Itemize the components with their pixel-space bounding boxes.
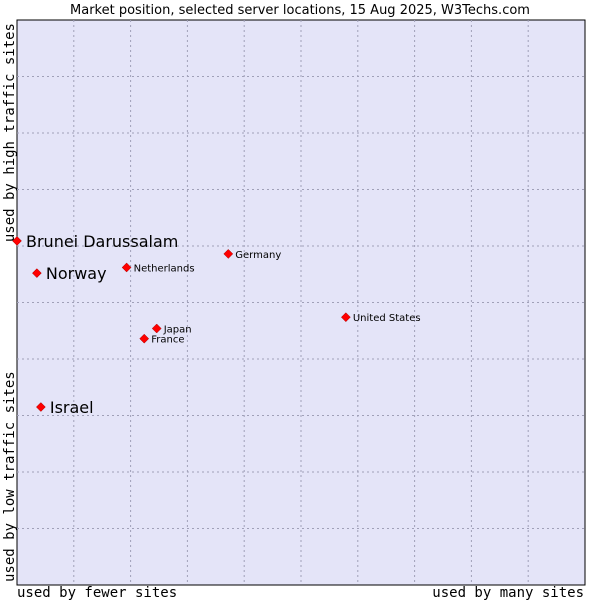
data-point: France bbox=[139, 333, 184, 346]
data-point: United States bbox=[341, 312, 421, 324]
point-marker bbox=[139, 333, 150, 344]
data-point: Japan bbox=[151, 323, 192, 335]
point-label: United States bbox=[353, 313, 421, 324]
point-marker bbox=[36, 402, 46, 412]
data-point: Germany bbox=[223, 249, 281, 261]
y-axis-label-bottom: used by low traffic sites bbox=[2, 371, 18, 582]
point-label: Norway bbox=[46, 264, 107, 283]
x-axis-label-left: used by fewer sites bbox=[17, 585, 177, 600]
data-point: Netherlands bbox=[121, 262, 195, 274]
point-label: France bbox=[151, 335, 184, 346]
point-label: Israel bbox=[50, 398, 94, 417]
chart-title: Market position, selected server locatio… bbox=[70, 3, 530, 18]
point-label: Germany bbox=[235, 250, 281, 261]
point-marker bbox=[32, 268, 42, 278]
point-marker bbox=[341, 312, 351, 323]
point-marker bbox=[151, 323, 162, 334]
x-axis-label-right: used by many sites bbox=[432, 585, 584, 600]
grid bbox=[17, 20, 585, 585]
data-points: Brunei Darussalam Norway Israel Netherlands… bbox=[12, 232, 421, 417]
data-point: Norway bbox=[32, 264, 107, 283]
point-marker bbox=[121, 262, 132, 273]
point-label: Netherlands bbox=[134, 263, 195, 274]
point-marker bbox=[12, 236, 22, 246]
data-point: Brunei Darussalam bbox=[12, 232, 178, 251]
point-marker bbox=[223, 249, 234, 259]
point-label: Brunei Darussalam bbox=[26, 232, 178, 251]
point-label: Japan bbox=[163, 324, 192, 335]
data-point: Israel bbox=[36, 398, 94, 417]
y-axis-label-top: used by high traffic sites bbox=[2, 23, 18, 242]
